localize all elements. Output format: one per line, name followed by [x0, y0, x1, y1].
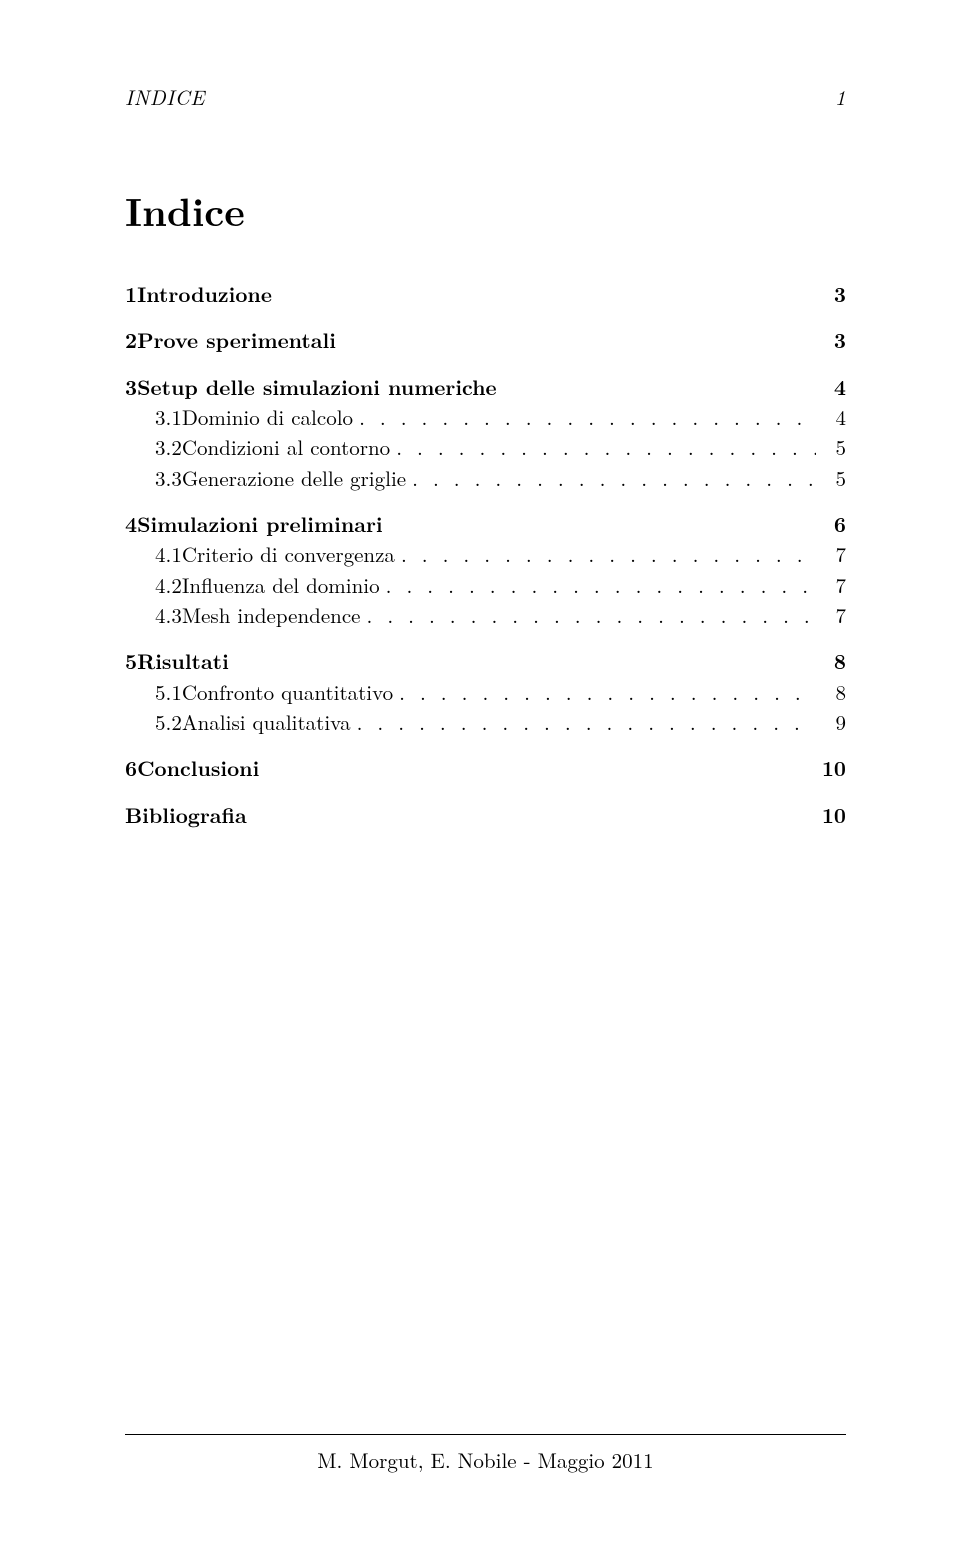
toc-label: Risultati [137, 647, 229, 675]
toc-page: 9 [822, 708, 846, 736]
toc-section: 2 Prove sperimentali . . . . . . . . . .… [125, 326, 846, 354]
toc-label: Influenza del dominio [182, 571, 380, 599]
toc-number: 3.1 [155, 403, 182, 431]
toc-page: 7 [822, 571, 846, 599]
toc-label: Generazione delle griglie [182, 464, 406, 492]
toc-page: 3 [822, 280, 846, 308]
toc-subsection: 4.3 Mesh independence . . . . . . . . . … [125, 601, 846, 629]
running-header: INDICE 1 [125, 82, 846, 112]
toc-subsection: 4.2 Influenza del dominio . . . . . . . … [125, 571, 846, 599]
toc-page: 4 [822, 373, 846, 401]
footer-rule [125, 1434, 846, 1435]
toc-label: Mesh independence [182, 601, 361, 629]
toc-dots: . . . . . . . . . . . . . . . . . . . . … [401, 540, 816, 568]
toc-subsection: 3.2 Condizioni al contorno . . . . . . .… [125, 433, 846, 461]
footer-text: M. Morgut, E. Nobile - Maggio 2011 [125, 1445, 846, 1475]
toc-dots: . . . . . . . . . . . . . . . . . . . . … [386, 571, 816, 599]
toc-number: 3 [125, 373, 137, 401]
toc-page: 5 [822, 464, 846, 492]
toc-number: 4.3 [155, 601, 182, 629]
toc-subsection: 3.3 Generazione delle griglie . . . . . … [125, 464, 846, 492]
toc-label: Simulazioni preliminari [137, 510, 383, 538]
toc-page: 6 [822, 510, 846, 538]
toc-label: Confronto quantitativo [182, 678, 393, 706]
toc-dots: . . . . . . . . . . . . . . . . . . . . … [412, 464, 816, 492]
toc-number: 3.2 [155, 433, 182, 461]
toc-label: Condizioni al contorno [182, 433, 390, 461]
toc-label: Introduzione [137, 280, 272, 308]
page-title: Indice [125, 182, 846, 238]
toc-number: 2 [125, 326, 137, 354]
toc-number: 5.1 [155, 678, 182, 706]
toc-label: Prove sperimentali [137, 326, 336, 354]
toc-page: 4 [822, 403, 846, 431]
toc-number: 3.3 [155, 464, 182, 492]
toc-dots: . . . . . . . . . . . . . . . . . . . . … [366, 601, 816, 629]
toc-subsection: 3.1 Dominio di calcolo . . . . . . . . .… [125, 403, 846, 431]
page-footer: M. Morgut, E. Nobile - Maggio 2011 [125, 1434, 846, 1475]
toc-page: 7 [822, 601, 846, 629]
toc-page: 5 [822, 433, 846, 461]
header-left: INDICE [125, 82, 205, 112]
toc-dots: . . . . . . . . . . . . . . . . . . . . … [396, 433, 816, 461]
toc-subsection: 5.2 Analisi qualitativa . . . . . . . . … [125, 708, 846, 736]
toc-section: 4 Simulazioni preliminari . . . . . . . … [125, 510, 846, 538]
toc-label: Bibliografia [125, 801, 247, 829]
toc-number: 4.1 [155, 540, 182, 568]
toc-subsection: 5.1 Confronto quantitativo . . . . . . .… [125, 678, 846, 706]
toc-page: 10 [822, 801, 846, 829]
toc-dots: . . . . . . . . . . . . . . . . . . . . … [359, 403, 816, 431]
toc-section: Bibliografia . . . . . . . . . . . . . .… [125, 801, 846, 829]
header-page-number: 1 [835, 82, 846, 112]
table-of-contents: 1 Introduzione . . . . . . . . . . . . .… [125, 280, 846, 829]
toc-label: Criterio di convergenza [182, 540, 395, 568]
document-page: INDICE 1 Indice 1 Introduzione . . . . .… [0, 0, 960, 1545]
toc-section: 1 Introduzione . . . . . . . . . . . . .… [125, 280, 846, 308]
toc-number: 1 [125, 280, 137, 308]
toc-page: 7 [822, 540, 846, 568]
toc-label: Dominio di calcolo [182, 403, 353, 431]
toc-section: 6 Conclusioni . . . . . . . . . . . . . … [125, 754, 846, 782]
toc-number: 4.2 [155, 571, 182, 599]
toc-label: Conclusioni [137, 754, 259, 782]
toc-subsection: 4.1 Criterio di convergenza . . . . . . … [125, 540, 846, 568]
toc-section: 5 Risultati . . . . . . . . . . . . . . … [125, 647, 846, 675]
toc-label: Analisi qualitativa [182, 708, 351, 736]
toc-number: 6 [125, 754, 137, 782]
toc-dots: . . . . . . . . . . . . . . . . . . . . … [357, 708, 816, 736]
toc-number: 4 [125, 510, 137, 538]
toc-label: Setup delle simulazioni numeriche [137, 373, 497, 401]
toc-dots: . . . . . . . . . . . . . . . . . . . . … [399, 678, 816, 706]
toc-page: 8 [822, 678, 846, 706]
toc-page: 3 [822, 326, 846, 354]
toc-section: 3 Setup delle simulazioni numeriche . . … [125, 373, 846, 401]
toc-number: 5.2 [155, 708, 182, 736]
toc-page: 10 [822, 754, 846, 782]
toc-page: 8 [822, 647, 846, 675]
toc-number: 5 [125, 647, 137, 675]
